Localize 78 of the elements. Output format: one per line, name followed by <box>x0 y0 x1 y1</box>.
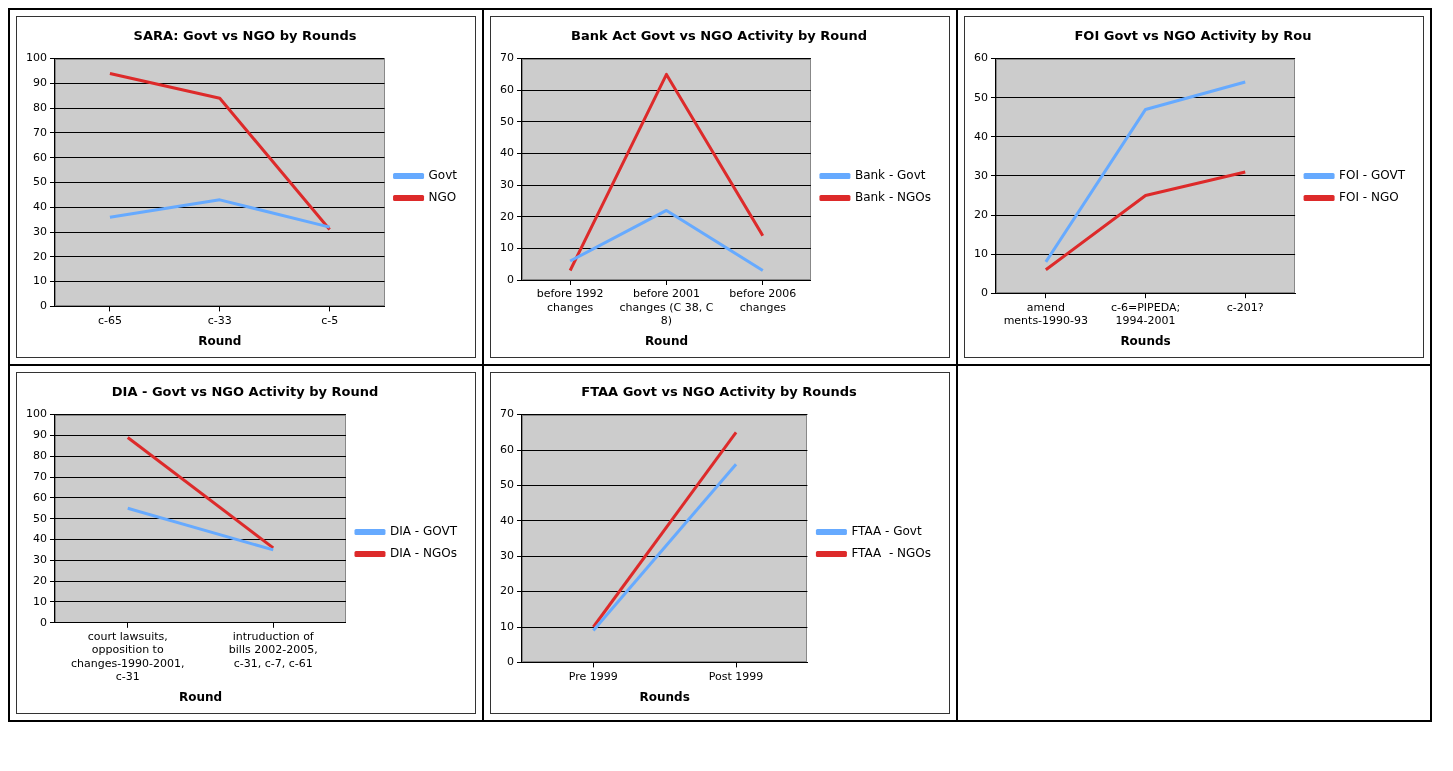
y-tick-label: 60 <box>974 51 988 65</box>
x-axis-title: Round <box>198 333 242 348</box>
x-tick-label: before 1992 changes <box>536 287 604 314</box>
legend-label: Bank - Govt <box>854 168 926 183</box>
y-tick-label: 50 <box>500 114 514 128</box>
y-tick-label: 40 <box>500 513 514 527</box>
x-tick-label: Pre 1999 <box>568 669 618 683</box>
y-tick-label: 60 <box>33 150 47 164</box>
chart-title: FOI Govt vs NGO Activity by Rou <box>1074 28 1312 44</box>
y-tick-label: 80 <box>33 449 47 463</box>
x-tick-label: c-6=PIPEDA; 1994-2001 <box>1110 300 1181 327</box>
y-tick-label: 40 <box>500 146 514 160</box>
y-tick-label: 40 <box>974 129 988 143</box>
y-tick-label: 0 <box>40 299 47 313</box>
y-tick-label: 50 <box>500 478 514 492</box>
x-axis-title: Round <box>178 689 223 704</box>
y-tick-label: 90 <box>33 428 47 442</box>
legend-label: FTAA - Govt <box>851 524 922 539</box>
x-tick-label: amend ments-1990-93 <box>1003 300 1089 327</box>
y-tick-label: 50 <box>974 90 988 104</box>
y-tick-label: 10 <box>33 594 47 608</box>
legend-label: FTAA - NGOs <box>851 546 932 561</box>
y-tick-label: 90 <box>33 76 47 90</box>
y-tick-label: 60 <box>500 83 514 97</box>
chart-title: Bank Act Govt vs NGO Activity by Round <box>571 28 867 44</box>
legend-label: FOI - NGO <box>1339 190 1399 205</box>
x-axis-title: Rounds <box>1120 333 1171 348</box>
x-tick-label: c-33 <box>207 313 232 327</box>
legend-label: DIA - NGOs <box>389 546 457 561</box>
y-tick-label: 70 <box>33 125 47 139</box>
chart-title: SARA: Govt vs NGO by Rounds <box>133 28 357 44</box>
y-tick-label: 40 <box>33 200 47 214</box>
y-tick-label: 30 <box>500 177 514 191</box>
y-tick-label: 70 <box>500 51 514 65</box>
x-axis-title: Round <box>644 333 689 348</box>
legend-label: Bank - NGOs <box>854 190 932 205</box>
y-tick-label: 0 <box>40 615 47 629</box>
legend-label: Govt <box>428 168 458 183</box>
y-tick-label: 60 <box>33 490 47 504</box>
y-tick-label: 50 <box>33 511 47 525</box>
legend-label: DIA - GOVT <box>389 524 458 539</box>
x-axis-title: Rounds <box>639 689 690 704</box>
y-tick-label: 20 <box>500 584 514 598</box>
y-tick-label: 20 <box>33 574 47 588</box>
y-tick-label: 10 <box>500 241 514 255</box>
y-tick-label: 50 <box>33 175 47 189</box>
x-tick-label: c-65 <box>97 313 122 327</box>
y-tick-label: 30 <box>33 553 47 567</box>
x-tick-label: c-201? <box>1226 300 1264 314</box>
x-tick-label: intruduction of bills 2002-2005, c-31, c-7, c-61 <box>228 630 318 670</box>
y-tick-label: 30 <box>974 168 988 182</box>
y-tick-label: 10 <box>974 246 988 260</box>
y-tick-label: 0 <box>981 286 988 300</box>
legend-label: FOI - GOVT <box>1339 168 1406 183</box>
x-tick-label: before 2006 changes <box>729 287 797 314</box>
x-tick-label: before 2001 changes (C 38, C 8) <box>619 287 714 327</box>
y-tick-label: 100 <box>26 407 47 421</box>
y-tick-label: 40 <box>33 532 47 546</box>
y-tick-label: 0 <box>507 272 514 286</box>
y-tick-label: 30 <box>33 224 47 238</box>
y-tick-label: 70 <box>33 469 47 483</box>
y-tick-label: 20 <box>974 207 988 221</box>
x-tick-label: Post 1999 <box>708 669 764 683</box>
y-tick-label: 0 <box>507 655 514 669</box>
y-tick-label: 20 <box>33 249 47 263</box>
y-tick-label: 30 <box>500 549 514 563</box>
legend-label: NGO <box>428 190 457 205</box>
y-tick-label: 60 <box>500 442 514 456</box>
y-tick-label: 100 <box>26 51 47 65</box>
y-tick-label: 80 <box>33 101 47 115</box>
chart-title: DIA - Govt vs NGO Activity by Round <box>111 384 379 400</box>
y-tick-label: 10 <box>33 274 47 288</box>
y-tick-label: 10 <box>500 619 514 633</box>
y-tick-label: 20 <box>500 209 514 223</box>
x-tick-label: c-5 <box>321 313 339 327</box>
chart-title: FTAA Govt vs NGO Activity by Rounds <box>581 384 857 400</box>
x-tick-label: court lawsuits, opposition to changes-1990-2001, c-31 <box>70 630 185 683</box>
y-tick-label: 70 <box>500 407 514 421</box>
